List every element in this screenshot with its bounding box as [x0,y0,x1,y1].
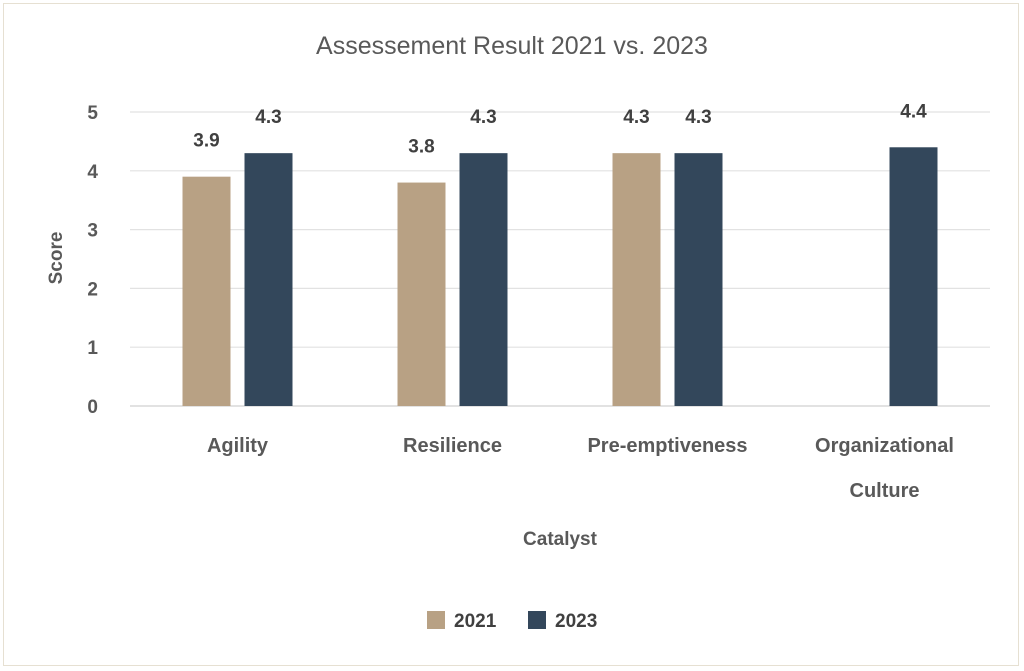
data-label: 3.9 [193,131,219,152]
category-label: Organizational [815,435,954,457]
y-tick-label: 1 [87,338,98,359]
data-label: 4.3 [685,107,711,128]
category-label: Pre-emptiveness [587,435,747,457]
bars [182,147,938,406]
data-label: 3.8 [408,137,434,158]
legend-swatch-2021 [427,611,445,629]
x-axis-categories: Agility Resilience Pre-emptiveness Organiza… [207,435,954,502]
y-axis-ticks: 0 1 2 3 4 5 [87,103,98,418]
chart-frame [3,3,1019,666]
legend: 2021 2023 [427,611,597,632]
y-tick-label: 4 [87,162,98,183]
legend-swatch-2023 [528,611,546,629]
data-label: 4.3 [255,107,281,128]
bar-2023-pre-emptiveness [674,153,723,406]
data-label: 4.3 [470,107,496,128]
bar-2023-resilience [459,153,508,406]
category-label: Agility [207,435,269,457]
category-label: Resilience [403,435,502,457]
y-tick-label: 0 [87,397,98,418]
legend-label-2021: 2021 [454,611,497,632]
x-axis-label: Catalyst [523,529,598,550]
bar-2023-organizational-culture [889,147,938,406]
y-tick-label: 2 [87,279,98,300]
y-tick-label: 3 [87,221,98,242]
data-label: 4.3 [623,107,649,128]
data-labels: 3.9 4.3 3.8 4.3 4.3 4.3 4.4 [193,101,927,157]
category-label: Culture [850,480,920,502]
bar-2023-agility [244,153,293,406]
bar-2021-agility [182,176,231,406]
bar-2021-pre-emptiveness [612,153,661,406]
y-tick-label: 5 [87,103,98,124]
y-axis-label: Score [46,232,67,285]
chart-title: Assessement Result 2021 vs. 2023 [316,32,708,60]
data-label: 4.4 [900,101,927,122]
bar-2021-resilience [397,182,446,406]
legend-label-2023: 2023 [555,611,597,632]
